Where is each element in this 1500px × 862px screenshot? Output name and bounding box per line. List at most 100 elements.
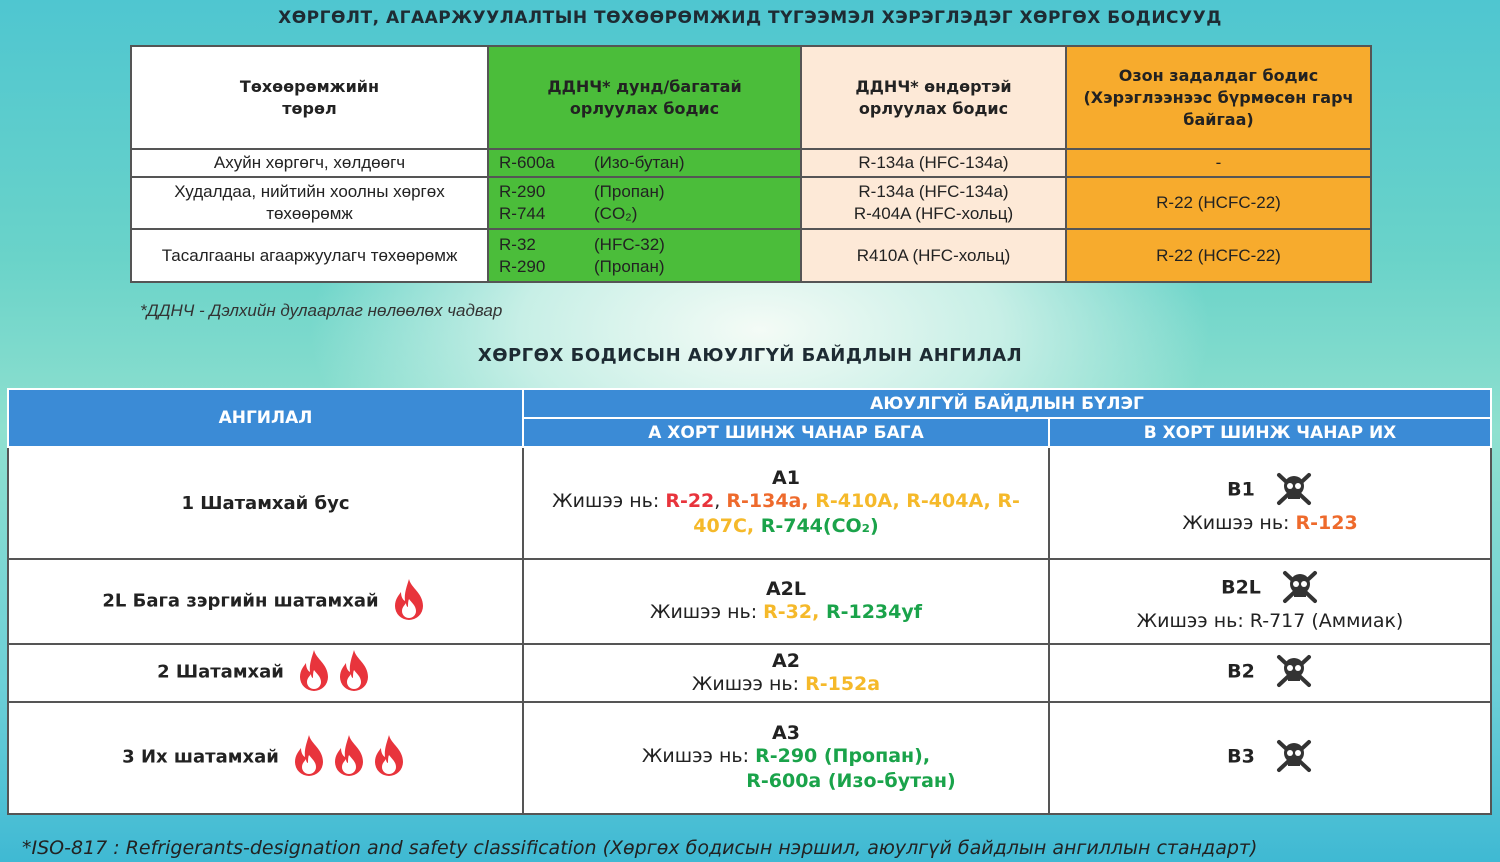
device-type: Тасалгааны агааржуулагч төхөөрөмж — [161, 245, 458, 265]
high-gwp-cell: R-134a (HFC-134a) R-404A (HFC-хольц) — [800, 176, 1067, 230]
safety-classification-table: АНГИЛАЛ АЮУЛГҮЙ БАЙДЛЫН БҮЛЭГ А ХОРТ ШИН… — [7, 388, 1492, 815]
group-code-line: A1 — [524, 467, 1048, 489]
high-gwp-item: R410A (HFC-хольц) — [856, 245, 1011, 265]
refrigerant-example: R-290 (Пропан), — [755, 745, 931, 767]
example-label: Жишээ нь: — [641, 745, 750, 767]
refrigerant-code: R-290 — [499, 256, 546, 276]
low-gwp-item: R-32 (HFC-32) — [499, 234, 800, 256]
flame-icon — [289, 733, 329, 783]
refrigerants-table: Төхөөрөмжийн төрөл ДДНЧ* дунд/багатай ор… — [130, 45, 1372, 283]
device-type: Худалдаа, нийтийн хоолны хөргөх төхөөрөм… — [174, 182, 445, 223]
class-label: 3 Их шатамхай — [122, 746, 279, 768]
group-b-cell: B2L Жишээ нь: R-717 (Аммиак) — [1048, 558, 1492, 645]
ozone-cell: R-22 (HCFC-22) — [1065, 176, 1372, 230]
group-code-line: A2L — [524, 578, 1048, 600]
group-code-line: B2 — [1050, 653, 1490, 693]
high-gwp-cell: R-134a (HFC-134a) — [800, 148, 1067, 178]
group-a-cell: A2 Жишээ нь: R-152a — [522, 643, 1050, 703]
table-row: 2 Шатамхай A2 Жишээ нь: R-152a B2 — [7, 643, 1492, 703]
refrigerant-code: R-600a — [499, 153, 555, 172]
example-line: Жишээ нь: R-717 (Аммиак) — [1050, 609, 1490, 634]
low-gwp-item: R-744 (CO₂) — [499, 203, 800, 225]
refrigerant-name: (CO₂) — [594, 204, 638, 223]
refrigerant-example: R-1234yf — [819, 601, 923, 623]
flames-group — [389, 577, 429, 627]
flame-icon — [369, 733, 409, 783]
refrigerant-example: R-152a — [805, 672, 881, 695]
example-line: Жишээ нь: R-22, R-134a, R-410A, R-404A, … — [524, 489, 1048, 539]
class-label: 2L Бага зэргийн шатамхай — [102, 590, 379, 611]
table-row: 2L Бага зэргийн шатамхай A2L Жишээ нь: R-3… — [7, 558, 1492, 645]
group-code: B2L — [1221, 576, 1261, 599]
class-cell: 3 Их шатамхай — [7, 701, 524, 815]
group-b-cell: B1 Жишээ нь: R-123 — [1048, 446, 1492, 560]
header-device-type: Төхөөрөмжийн төрөл — [130, 45, 489, 150]
group-b-cell: B2 — [1048, 643, 1492, 703]
flame-icon — [294, 648, 334, 698]
example-label: Жишээ нь: — [1136, 610, 1244, 632]
group-b-cell: B3 — [1048, 701, 1492, 815]
low-gwp-cell: R-290 (Пропан) R-744 (CO₂) — [487, 176, 802, 230]
example-line: Жишээ нь: R-152a — [524, 672, 1048, 697]
refrigerant-name: (Пропан) — [594, 182, 665, 201]
group-code: B2 — [1227, 660, 1255, 683]
flame-icon — [334, 648, 374, 698]
high-gwp-item: R-404A (HFC-хольц) — [853, 204, 1014, 223]
group-code-line: B2L — [1050, 569, 1490, 609]
device-type: Ахуйн хөргөгч, хөлдөөгч — [213, 153, 406, 172]
device-type-cell: Ахуйн хөргөгч, хөлдөөгч — [130, 148, 489, 178]
refrigerant-name: (Изо-бутан) — [594, 153, 685, 172]
low-gwp-cell: R-32 (HFC-32) R-290 (Пропан) — [487, 228, 802, 283]
group-code: A1 — [772, 467, 800, 489]
group-code-line: B1 — [1050, 471, 1490, 511]
refrigerant-example: R-123 — [1295, 511, 1358, 534]
refrigerant-code: R-290 — [499, 182, 546, 201]
class-cell: 2L Бага зэргийн шатамхай — [7, 558, 524, 645]
refrigerant-example: R-744 — [754, 515, 823, 537]
group-code: B3 — [1227, 745, 1255, 768]
header-low-gwp: ДДНЧ* дунд/багатай орлуулах бодис — [487, 45, 802, 150]
example-label: Жишээ нь: — [691, 672, 800, 695]
refrigerant-code: R-32 — [499, 234, 536, 254]
skull-crossbones-icon — [1281, 569, 1319, 609]
table-row: 3 Их шатамхай A3 Жишээ нь: R-290 (Пропан),… — [7, 701, 1492, 815]
example-line: Жишээ нь: R-123 — [1050, 511, 1490, 536]
low-gwp-item: R-600a (Изо-бутан) — [499, 152, 800, 174]
header-class: АНГИЛАЛ — [7, 388, 524, 448]
header-low-toxicity: А ХОРТ ШИНЖ ЧАНАР БАГА — [522, 417, 1050, 448]
class-label: 2 Шатамхай — [157, 661, 284, 683]
iso-footnote: *ISO-817 : Refrigerants-designation and … — [22, 837, 1258, 859]
table-row: Тасалгааны агааржуулагч төхөөрөмж R-32 (HF… — [130, 228, 1372, 283]
flames-group — [289, 733, 409, 783]
group-code: A2 — [772, 649, 800, 672]
refrigerant-example: , — [714, 490, 727, 512]
table-row: Худалдаа, нийтийн хоолны хөргөх төхөөрөм… — [130, 176, 1372, 230]
gwp-footnote: *ДДНЧ - Дэлхийн дулаарлаг нөлөөлөх чадва… — [140, 301, 503, 320]
skull-crossbones-icon — [1275, 471, 1313, 511]
example-label: Жишээ нь: — [649, 601, 758, 623]
refrigerant-example: R-717 (Аммиак) — [1249, 610, 1404, 632]
low-gwp-item: R-290 (Пропан) — [499, 181, 800, 203]
header-safety-group: АЮУЛГҮЙ БАЙДЛЫН БҮЛЭГ — [522, 388, 1492, 419]
device-type-cell: Худалдаа, нийтийн хоолны хөргөх төхөөрөм… — [130, 176, 489, 230]
example-line: Жишээ нь: R-32, R-1234yf — [524, 600, 1048, 625]
device-type-cell: Тасалгааны агааржуулагч төхөөрөмж — [130, 228, 489, 283]
low-gwp-cell: R-600a (Изо-бутан) — [487, 148, 802, 178]
group-code: A3 — [772, 722, 800, 744]
table-row: Ахуйн хөргөгч, хөлдөөгч R-600a (Изо-бутан)… — [130, 148, 1372, 178]
group-a-cell: A3 Жишээ нь: R-290 (Пропан), R-600a (Изо-б… — [522, 701, 1050, 815]
example-line: Жишээ нь: R-290 (Пропан), R-600a (Изо-бут… — [524, 744, 1048, 794]
group-code: B1 — [1227, 478, 1255, 500]
header-high-gwp: ДДНЧ* өндөртэй орлуулах бодис — [800, 45, 1067, 150]
class-cell: 1 Шатамхай бус — [7, 446, 524, 560]
refrigerant-name: (Пропан) — [594, 256, 665, 276]
flame-icon — [329, 733, 369, 783]
skull-crossbones-icon — [1275, 653, 1313, 693]
refrigerant-name: (HFC-32) — [594, 234, 665, 254]
table1-title: ХӨРГӨЛТ, АГААРЖУУЛАЛТЫН ТӨХӨӨРӨМЖИД ТҮГЭ… — [278, 8, 1222, 28]
refrigerant-example: R-410A, R-404A, R-407C, — [693, 490, 1020, 537]
refrigerant-example: R-134a, — [726, 490, 809, 512]
high-gwp-cell: R410A (HFC-хольц) — [800, 228, 1067, 283]
low-gwp-item: R-290 (Пропан) — [499, 256, 800, 278]
high-gwp-item: R-134a (HFC-134a) — [858, 153, 1009, 172]
